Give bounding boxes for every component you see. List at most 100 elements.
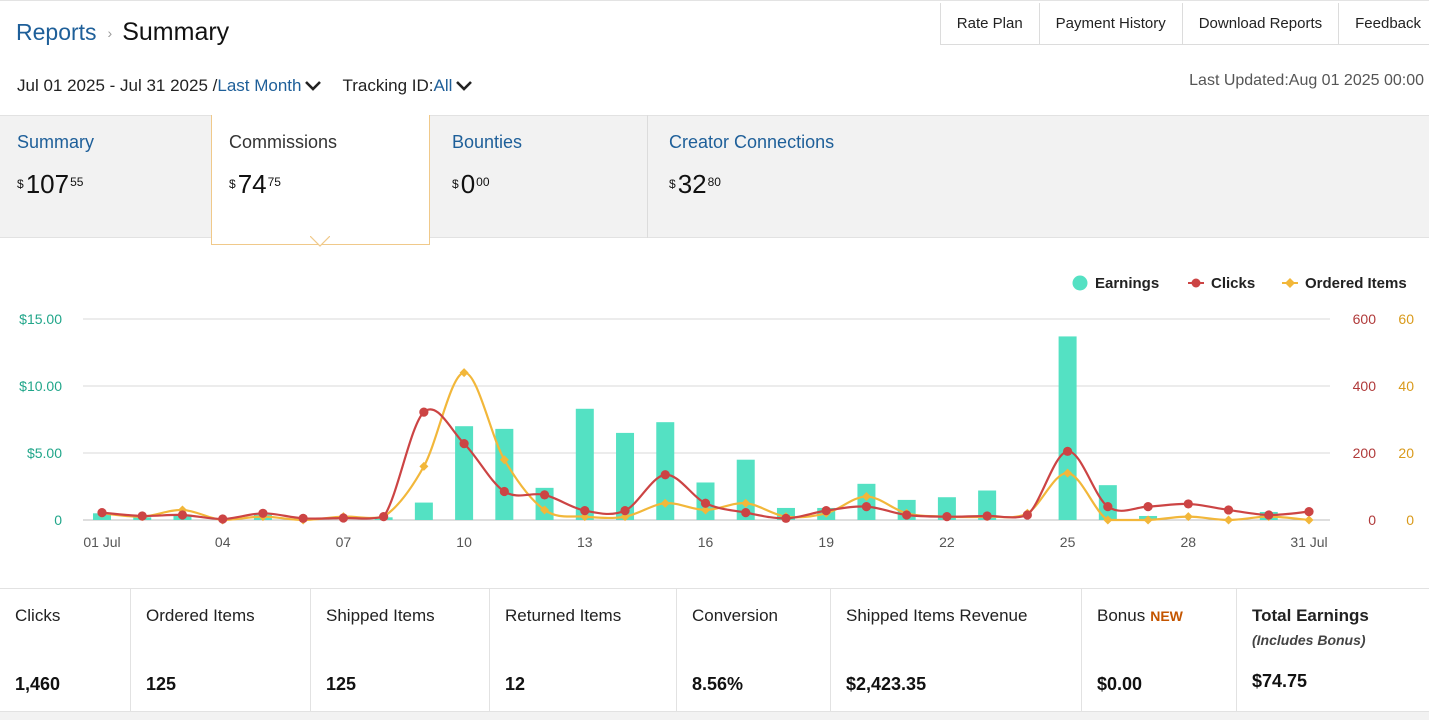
stat-ordered-items: Ordered Items 125: [131, 589, 311, 713]
clicks-point: [1022, 510, 1032, 520]
legend-label: Earnings: [1095, 275, 1159, 292]
earnings-bar: [1058, 336, 1077, 520]
clicks-point: [338, 513, 348, 523]
x-axis-tick-label: 01 Jul: [83, 534, 120, 550]
tab-bounties-label: Bounties: [452, 132, 523, 152]
page-title: Summary: [122, 18, 230, 46]
tab-commissions-label: Commissions: [229, 132, 338, 152]
x-axis-tick-label: 22: [939, 534, 955, 550]
stat-conversion: Conversion 8.56%: [677, 589, 831, 713]
tab-bounties[interactable]: Bounties $ 0 00: [435, 115, 648, 238]
y-axis-clicks-tick-label: 0: [1368, 512, 1376, 528]
tab-summary-amount: $ 107 55: [17, 171, 212, 197]
x-axis-tick-label: 25: [1060, 534, 1076, 550]
y-axis-ordered-tick-label: 20: [1398, 445, 1414, 461]
ordered-items-point: [741, 498, 751, 508]
tab-commissions-amount: $ 74 75: [229, 171, 429, 197]
last-updated-text: Last Updated:Aug 01 2025 00:00: [1189, 72, 1424, 89]
ordered-items-point: [660, 498, 670, 508]
chevron-down-icon[interactable]: [304, 80, 322, 92]
top-links-bar: Rate Plan Payment History Download Repor…: [939, 3, 1429, 45]
earnings-bar: [495, 428, 514, 520]
stat-label: Clicks: [15, 606, 61, 625]
clicks-point: [1223, 505, 1234, 515]
amount-cents: 80: [707, 175, 721, 189]
breadcrumb-reports-link[interactable]: Reports: [16, 19, 97, 45]
tab-summary[interactable]: Summary $ 107 55: [0, 115, 212, 238]
stat-label: Bonus NEW: [1097, 606, 1236, 626]
x-axis-tick-label: 16: [698, 534, 714, 550]
stat-clicks: Clicks 1,460: [0, 589, 131, 713]
amount-whole: 107: [25, 169, 70, 199]
legend-earnings-icon: [1072, 275, 1088, 291]
feedback-link[interactable]: Feedback: [1339, 3, 1429, 45]
ordered-items-point: [861, 492, 871, 502]
x-axis-tick-label: 31 Jul: [1290, 534, 1327, 550]
stat-value: $2,423.35: [846, 674, 927, 694]
tracking-id-label: Tracking ID:: [342, 76, 434, 95]
clicks-point: [379, 512, 389, 522]
clicks-point: [620, 506, 630, 516]
stat-value: 8.56%: [692, 674, 744, 694]
rate-plan-link[interactable]: Rate Plan: [940, 3, 1040, 45]
stat-note: (Includes Bonus): [1252, 632, 1366, 648]
clicks-point: [177, 510, 188, 520]
tab-commissions[interactable]: Commissions $ 74 75: [211, 115, 430, 245]
stat-returned-items: Returned Items 12: [490, 589, 677, 713]
y-axis-ordered-tick-label: 0: [1406, 512, 1414, 528]
y-axis-ordered-tick-label: 40: [1398, 378, 1414, 394]
tab-creator-connections-amount: $ 32 80: [669, 171, 912, 197]
clicks-point: [218, 514, 228, 524]
earnings-bar: [857, 483, 876, 520]
stat-value: $0.00: [1097, 674, 1143, 694]
tab-bounties-amount: $ 0 00: [452, 171, 647, 197]
earnings-bar: [616, 432, 635, 520]
legend-ordered-icon: [1285, 278, 1295, 288]
stat-shipped-items: Shipped Items 125: [311, 589, 490, 713]
stat-value: 125: [146, 674, 177, 694]
ordered-items-point: [1224, 515, 1234, 525]
stats-bar: Clicks 1,460 Ordered Items 125 Shipped I…: [0, 588, 1429, 713]
ordered-items-point: [419, 461, 429, 471]
chevron-down-icon[interactable]: [455, 80, 473, 92]
earnings-chart: $15.00 600 60$10.00 400 40$5.00 200 200 0 001 Ju…: [19, 275, 1414, 550]
clicks-point: [1143, 502, 1153, 512]
date-preset-dropdown[interactable]: Last Month: [217, 76, 302, 95]
currency-symbol: $: [17, 177, 24, 191]
clicks-point: [1304, 507, 1314, 517]
y-axis-ordered-tick-label: 60: [1398, 311, 1414, 327]
top-divider: [0, 0, 1429, 1]
tracking-id-dropdown[interactable]: All: [433, 76, 453, 95]
stat-label: Ordered Items: [146, 606, 255, 625]
tab-creator-connections-label: Creator Connections: [669, 132, 835, 152]
ordered-items-point: [540, 505, 550, 515]
x-axis-tick-label: 28: [1181, 534, 1197, 550]
ordered-items-point: [701, 505, 710, 515]
legend-clicks-icon: [1191, 278, 1201, 288]
tab-creator-connections[interactable]: Creator Connections $ 32 80: [652, 115, 912, 238]
ordered-items-point: [1183, 512, 1193, 522]
stat-bonus: Bonus NEW $0.00: [1082, 589, 1237, 713]
x-axis-tick-label: 10: [456, 534, 472, 550]
filter-row: Jul 01 2025 - Jul 31 2025 / Last Month T…: [17, 76, 473, 96]
ordered-items-point: [1304, 515, 1314, 525]
clicks-point: [97, 508, 107, 518]
ordered-items-point: [459, 368, 469, 378]
clicks-point: [821, 506, 831, 516]
clicks-point: [942, 512, 952, 522]
payment-history-link[interactable]: Payment History: [1039, 3, 1183, 45]
clicks-point: [419, 407, 429, 417]
clicks-point: [1264, 510, 1274, 520]
y-axis-left-tick-label: $10.00: [19, 378, 62, 394]
earnings-bar: [414, 502, 433, 520]
currency-symbol: $: [669, 177, 676, 191]
clicks-point: [137, 511, 147, 521]
currency-symbol: $: [452, 177, 459, 191]
stat-label: Returned Items: [505, 606, 622, 625]
x-axis-tick-label: 13: [577, 534, 593, 550]
amount-whole: 32: [677, 169, 707, 199]
download-reports-link[interactable]: Download Reports: [1182, 3, 1340, 45]
clicks-point: [539, 490, 550, 500]
stat-label: Total Earnings: [1252, 606, 1369, 625]
clicks-point: [258, 508, 268, 518]
